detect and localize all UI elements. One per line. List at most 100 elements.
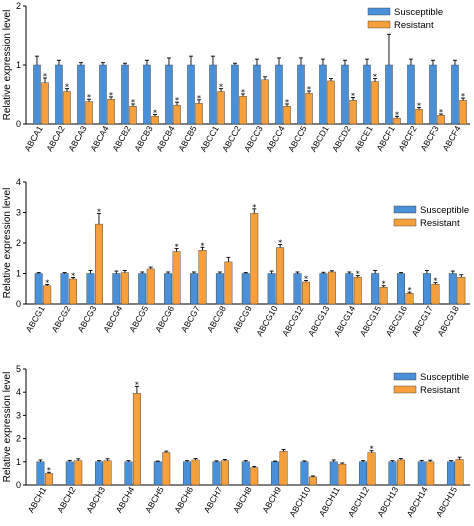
bar-resistant-abch5	[162, 452, 171, 486]
bar-susceptible-abch11	[329, 461, 338, 486]
significance-marker: *	[285, 98, 289, 107]
significance-marker: *	[395, 110, 399, 119]
bar-resistant-abch14	[426, 461, 435, 486]
bar-susceptible-abcb3	[143, 64, 151, 125]
bar-susceptible-abcf4	[451, 64, 459, 125]
bar-resistant-abcb4	[173, 104, 181, 125]
x-tick-label: ABCH2	[55, 485, 78, 515]
bar-resistant-abch13	[396, 459, 405, 486]
x-tick-label: ABCG15	[358, 304, 384, 338]
bar-susceptible-abcd2	[341, 64, 349, 125]
significance-marker: *	[43, 72, 47, 81]
bar-susceptible-abcg9	[241, 273, 250, 305]
y-axis-label: Relative expression level	[2, 372, 13, 483]
bar-susceptible-abcg3	[86, 273, 95, 305]
bar-resistant-abch8	[250, 467, 259, 486]
bar-susceptible-abch2	[65, 461, 74, 486]
x-tick-label: ABCB4	[154, 124, 177, 153]
legend-label-resistant: Resistant	[394, 20, 434, 31]
bar-resistant-abcg9	[250, 213, 259, 305]
x-tick-label: ABCG5	[127, 304, 150, 334]
bar-susceptible-abcg10	[267, 273, 276, 305]
bar-susceptible-abch1	[36, 461, 45, 486]
legend-swatch-resistant	[393, 218, 417, 227]
bar-resistant-abcc4	[283, 106, 291, 125]
significance-marker: *	[307, 85, 311, 94]
x-tick-label: ABCF1	[374, 124, 396, 153]
y-tick-label: 3	[16, 208, 21, 218]
y-axis-label: Relative expression level	[2, 10, 13, 121]
x-tick-label: ABCA4	[88, 124, 111, 153]
y-tick-label: 2	[16, 434, 21, 444]
bar-susceptible-abcc4	[275, 64, 283, 125]
y-tick-label: 0	[16, 119, 21, 129]
x-tick-label: ABCC5	[286, 124, 309, 154]
legend-swatch-resistant	[393, 385, 417, 394]
y-axis-label: Relative expression level	[2, 188, 13, 299]
x-tick-label: ABCG1	[24, 304, 47, 334]
x-tick-label: ABCH11	[317, 485, 342, 518]
bar-susceptible-abca3	[77, 64, 85, 125]
x-tick-label: ABCG7	[179, 304, 202, 334]
bar-resistant-abca3	[85, 101, 93, 125]
bar-susceptible-abcg12	[293, 273, 302, 305]
significance-marker: *	[356, 270, 360, 279]
bar-resistant-abcg8	[224, 261, 233, 305]
bar-susceptible-abcg4	[112, 273, 121, 305]
bar-susceptible-abcb5	[187, 64, 195, 125]
x-tick-label: ABCB5	[176, 124, 199, 153]
bar-resistant-abcg1	[43, 285, 52, 305]
y-tick-label: 3	[16, 410, 21, 420]
significance-marker: *	[47, 466, 51, 475]
bar-susceptible-abch8	[241, 461, 250, 486]
bar-resistant-abcg12	[302, 281, 310, 305]
bar-susceptible-abcg1	[34, 273, 43, 305]
x-tick-label: ABCA1	[22, 124, 45, 153]
bar-resistant-abcf4	[459, 100, 467, 125]
legend-label-susceptible: Susceptible	[420, 372, 469, 383]
bar-susceptible-abcc5	[297, 64, 305, 125]
significance-marker: *	[135, 380, 139, 389]
bar-resistant-abce1	[371, 81, 379, 125]
bar-susceptible-abch14	[417, 461, 426, 486]
x-tick-label: ABCH12	[346, 485, 371, 519]
legend-swatch-susceptible	[393, 372, 417, 381]
x-tick-label: ABCE1	[352, 124, 375, 153]
bar-susceptible-abcg16	[397, 273, 405, 305]
bar-susceptible-abcc2	[231, 64, 239, 125]
bar-susceptible-abch10	[300, 461, 309, 486]
x-tick-label: ABCA3	[66, 124, 89, 153]
significance-marker: *	[417, 101, 421, 110]
significance-marker: *	[304, 275, 308, 284]
bar-resistant-abcd1	[327, 80, 335, 125]
bar-susceptible-abcg6	[164, 273, 173, 305]
significance-marker: *	[175, 242, 179, 251]
significance-marker: *	[278, 239, 282, 248]
significance-marker: *	[71, 271, 75, 280]
x-tick-label: ABCH9	[260, 485, 283, 515]
x-tick-label: ABCG9	[231, 304, 254, 334]
x-tick-label: ABCG3	[75, 304, 98, 334]
bar-susceptible-abch9	[271, 461, 280, 486]
y-tick-label: 1	[16, 60, 21, 70]
x-tick-label: ABCG17	[409, 304, 435, 338]
x-tick-label: ABCG8	[205, 304, 228, 334]
x-tick-label: ABCG14	[332, 304, 358, 338]
bar-resistant-abcc1	[217, 91, 225, 125]
bar-resistant-abch9	[279, 451, 288, 486]
x-tick-label: ABCF2	[396, 124, 418, 153]
bar-resistant-abcf2	[415, 109, 423, 125]
bar-resistant-abch6	[191, 459, 200, 486]
bar-susceptible-abcg5	[138, 273, 147, 305]
bar-susceptible-abch12	[359, 461, 368, 486]
y-tick-label: 4	[16, 387, 21, 397]
bar-resistant-abcg6	[172, 251, 181, 305]
bar-susceptible-abcc1	[209, 64, 217, 125]
bar-resistant-abch15	[455, 459, 464, 486]
bar-susceptible-abcg8	[215, 273, 224, 305]
bar-resistant-abcg15	[379, 287, 388, 305]
significance-marker: *	[109, 91, 113, 100]
